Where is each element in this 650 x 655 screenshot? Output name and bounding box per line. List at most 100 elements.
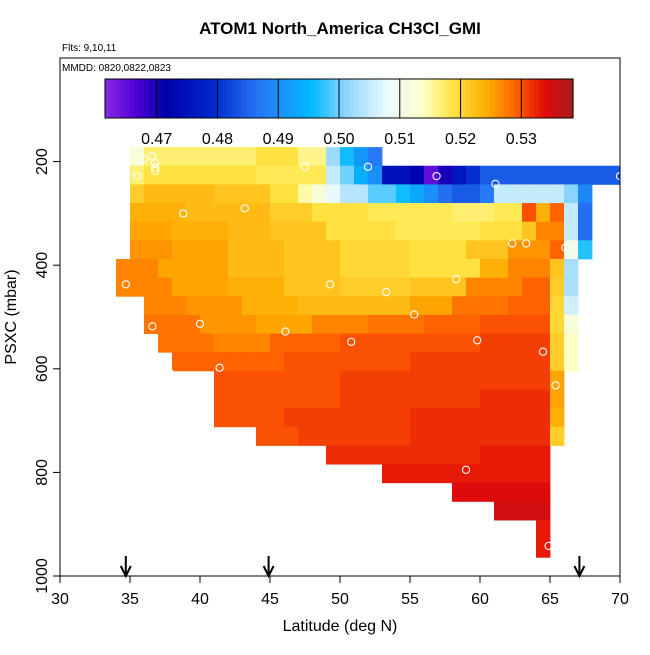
heatmap-cell xyxy=(438,221,453,241)
heatmap-cell xyxy=(368,277,383,297)
heatmap-cell xyxy=(298,240,313,260)
heatmap-cell xyxy=(284,314,299,334)
colorbar-swatch xyxy=(144,79,150,118)
colorbar-swatch xyxy=(265,79,272,118)
heatmap-cell xyxy=(452,389,467,409)
heatmap-cell xyxy=(326,184,341,204)
heatmap-cell xyxy=(284,333,299,353)
heatmap-cell xyxy=(312,221,327,241)
heatmap-cell xyxy=(312,296,327,316)
heatmap-cell xyxy=(396,314,411,334)
heatmap-cell xyxy=(480,408,495,428)
heatmap-cell xyxy=(242,370,257,390)
heatmap-cell xyxy=(270,314,285,334)
colorbar-swatch xyxy=(504,79,511,118)
heatmap-cell xyxy=(452,482,467,502)
heatmap-cell xyxy=(368,389,383,409)
colorbar-swatch xyxy=(256,79,262,118)
heatmap-cell xyxy=(340,147,355,167)
heatmap-cell xyxy=(270,333,285,353)
heatmap-cell xyxy=(606,165,621,185)
heatmap-cell xyxy=(172,277,187,297)
heatmap-cell xyxy=(410,389,425,409)
heatmap-cell xyxy=(242,165,257,185)
heatmap-cell xyxy=(424,203,439,223)
heatmap-cell xyxy=(522,277,537,297)
colorbar-swatch xyxy=(285,79,291,118)
heatmap-cell xyxy=(466,408,481,428)
heatmap-cell xyxy=(326,389,341,409)
heatmap-cell xyxy=(466,333,481,353)
heatmap-cell xyxy=(340,240,355,260)
heatmap-cell xyxy=(550,165,565,185)
heatmap-cell xyxy=(270,203,285,223)
heatmap-cell xyxy=(466,370,481,390)
observation-point xyxy=(561,243,570,252)
heatmap-cell xyxy=(242,333,257,353)
colorbar-swatch xyxy=(168,79,174,118)
heatmap-cell xyxy=(522,352,537,372)
heatmap-cell xyxy=(214,408,229,428)
x-tick-label: 60 xyxy=(471,591,489,608)
heatmap-cell xyxy=(144,314,159,334)
colorbar-swatch xyxy=(295,79,301,118)
colorbar-swatch xyxy=(105,79,111,118)
heatmap-cell xyxy=(480,184,495,204)
heatmap-cell xyxy=(368,352,383,372)
heatmap-cell xyxy=(354,221,369,241)
mmdd-label: MMDD: 0820,0822,0823 xyxy=(62,63,171,74)
heatmap-cell xyxy=(144,165,159,185)
heatmap-cell xyxy=(564,258,579,279)
heatmap-cell xyxy=(424,370,439,390)
observation-point xyxy=(151,163,160,172)
heatmap-cell xyxy=(438,240,453,260)
heatmap-cell xyxy=(368,258,383,279)
x-tick-label: 70 xyxy=(611,591,629,608)
heatmap-cell xyxy=(144,203,159,223)
heatmap-cell xyxy=(298,389,313,409)
heatmap-cell xyxy=(494,482,509,502)
colorbar-swatch xyxy=(226,79,233,118)
colorbar-swatch xyxy=(348,79,355,118)
heatmap-cell xyxy=(466,426,481,446)
heatmap-cell xyxy=(508,333,523,353)
heatmap-cell xyxy=(214,277,229,297)
heatmap-cell xyxy=(368,445,383,465)
colorbar: 0.47 0.48 0.49 0.50 0.51 0.52 0.53 xyxy=(104,78,574,148)
heatmap-cell xyxy=(186,240,201,260)
heatmap-cell xyxy=(522,426,537,446)
heatmap-cell xyxy=(312,277,327,297)
heatmap-cell xyxy=(508,501,523,521)
heatmap-cell xyxy=(186,314,201,334)
heatmap-cell xyxy=(284,258,299,279)
heatmap-cell xyxy=(186,296,201,316)
observation-point xyxy=(215,363,224,372)
heatmap-cell xyxy=(536,501,551,521)
heatmap-cell xyxy=(382,389,397,409)
heatmap-cell xyxy=(256,184,271,204)
observation-point xyxy=(473,336,482,345)
heatmap-cell xyxy=(452,165,467,185)
colorbar-swatch xyxy=(129,79,135,118)
heatmap-cell xyxy=(396,408,411,428)
heatmap-cell xyxy=(452,296,467,316)
heatmap-cell xyxy=(410,184,425,204)
x-tick-label: 35 xyxy=(121,591,139,608)
heatmap-cell xyxy=(508,296,523,316)
observation-point xyxy=(179,209,188,218)
heatmap-cell xyxy=(382,277,397,297)
heatmap-cell xyxy=(312,389,327,409)
colorbar-swatch xyxy=(543,79,550,118)
heatmap-cell xyxy=(536,352,551,372)
y-tick-label: 400 xyxy=(34,252,51,279)
heatmap-cell xyxy=(326,147,341,167)
heatmap-cell xyxy=(466,165,481,185)
heatmap-cell xyxy=(326,314,341,334)
heatmap-cell xyxy=(522,333,537,353)
heatmap-cell xyxy=(270,165,285,185)
heatmap-cell xyxy=(214,147,229,167)
heatmap-cell xyxy=(452,314,467,334)
heatmap-cell xyxy=(214,389,229,409)
heatmap-cell xyxy=(508,184,523,204)
observation-point xyxy=(148,322,157,331)
